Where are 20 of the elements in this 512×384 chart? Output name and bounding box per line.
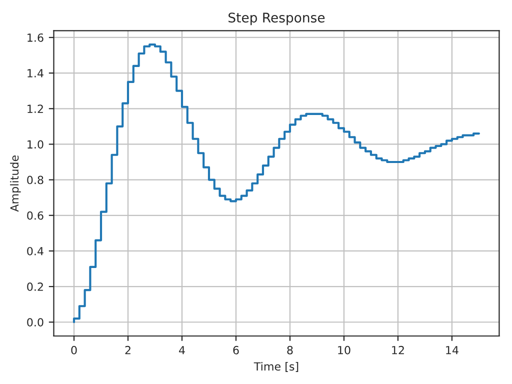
x-tick-label: 0 bbox=[71, 346, 77, 354]
x-tick-label: 10 bbox=[338, 346, 350, 354]
y-tick-label: 1.6 bbox=[28, 33, 44, 42]
y-tick-label: 1.4 bbox=[28, 69, 44, 78]
x-tick-label: 8 bbox=[287, 346, 293, 354]
y-tick-label: 1.2 bbox=[28, 104, 43, 113]
x-tick-label: 2 bbox=[125, 346, 130, 354]
y-tick-label: 0.8 bbox=[27, 176, 44, 184]
y-tick-label: 0.4 bbox=[27, 246, 44, 256]
y-tick-label: 0.2 bbox=[27, 282, 43, 291]
x-tick-label: 6 bbox=[233, 346, 239, 354]
y-tick-label: 0.0 bbox=[27, 318, 44, 327]
chart-title: Step Response bbox=[228, 12, 325, 26]
y-tick-label: 0.6 bbox=[27, 211, 44, 220]
x-tick-label: 14 bbox=[446, 346, 458, 354]
x-tick-label: 4 bbox=[179, 346, 185, 354]
x-axis-title: Time [s] bbox=[254, 362, 298, 372]
y-axis-title: Amplitude bbox=[10, 155, 21, 212]
x-tick-label: 12 bbox=[392, 346, 404, 354]
y-tick-label: 1.0 bbox=[28, 140, 44, 149]
